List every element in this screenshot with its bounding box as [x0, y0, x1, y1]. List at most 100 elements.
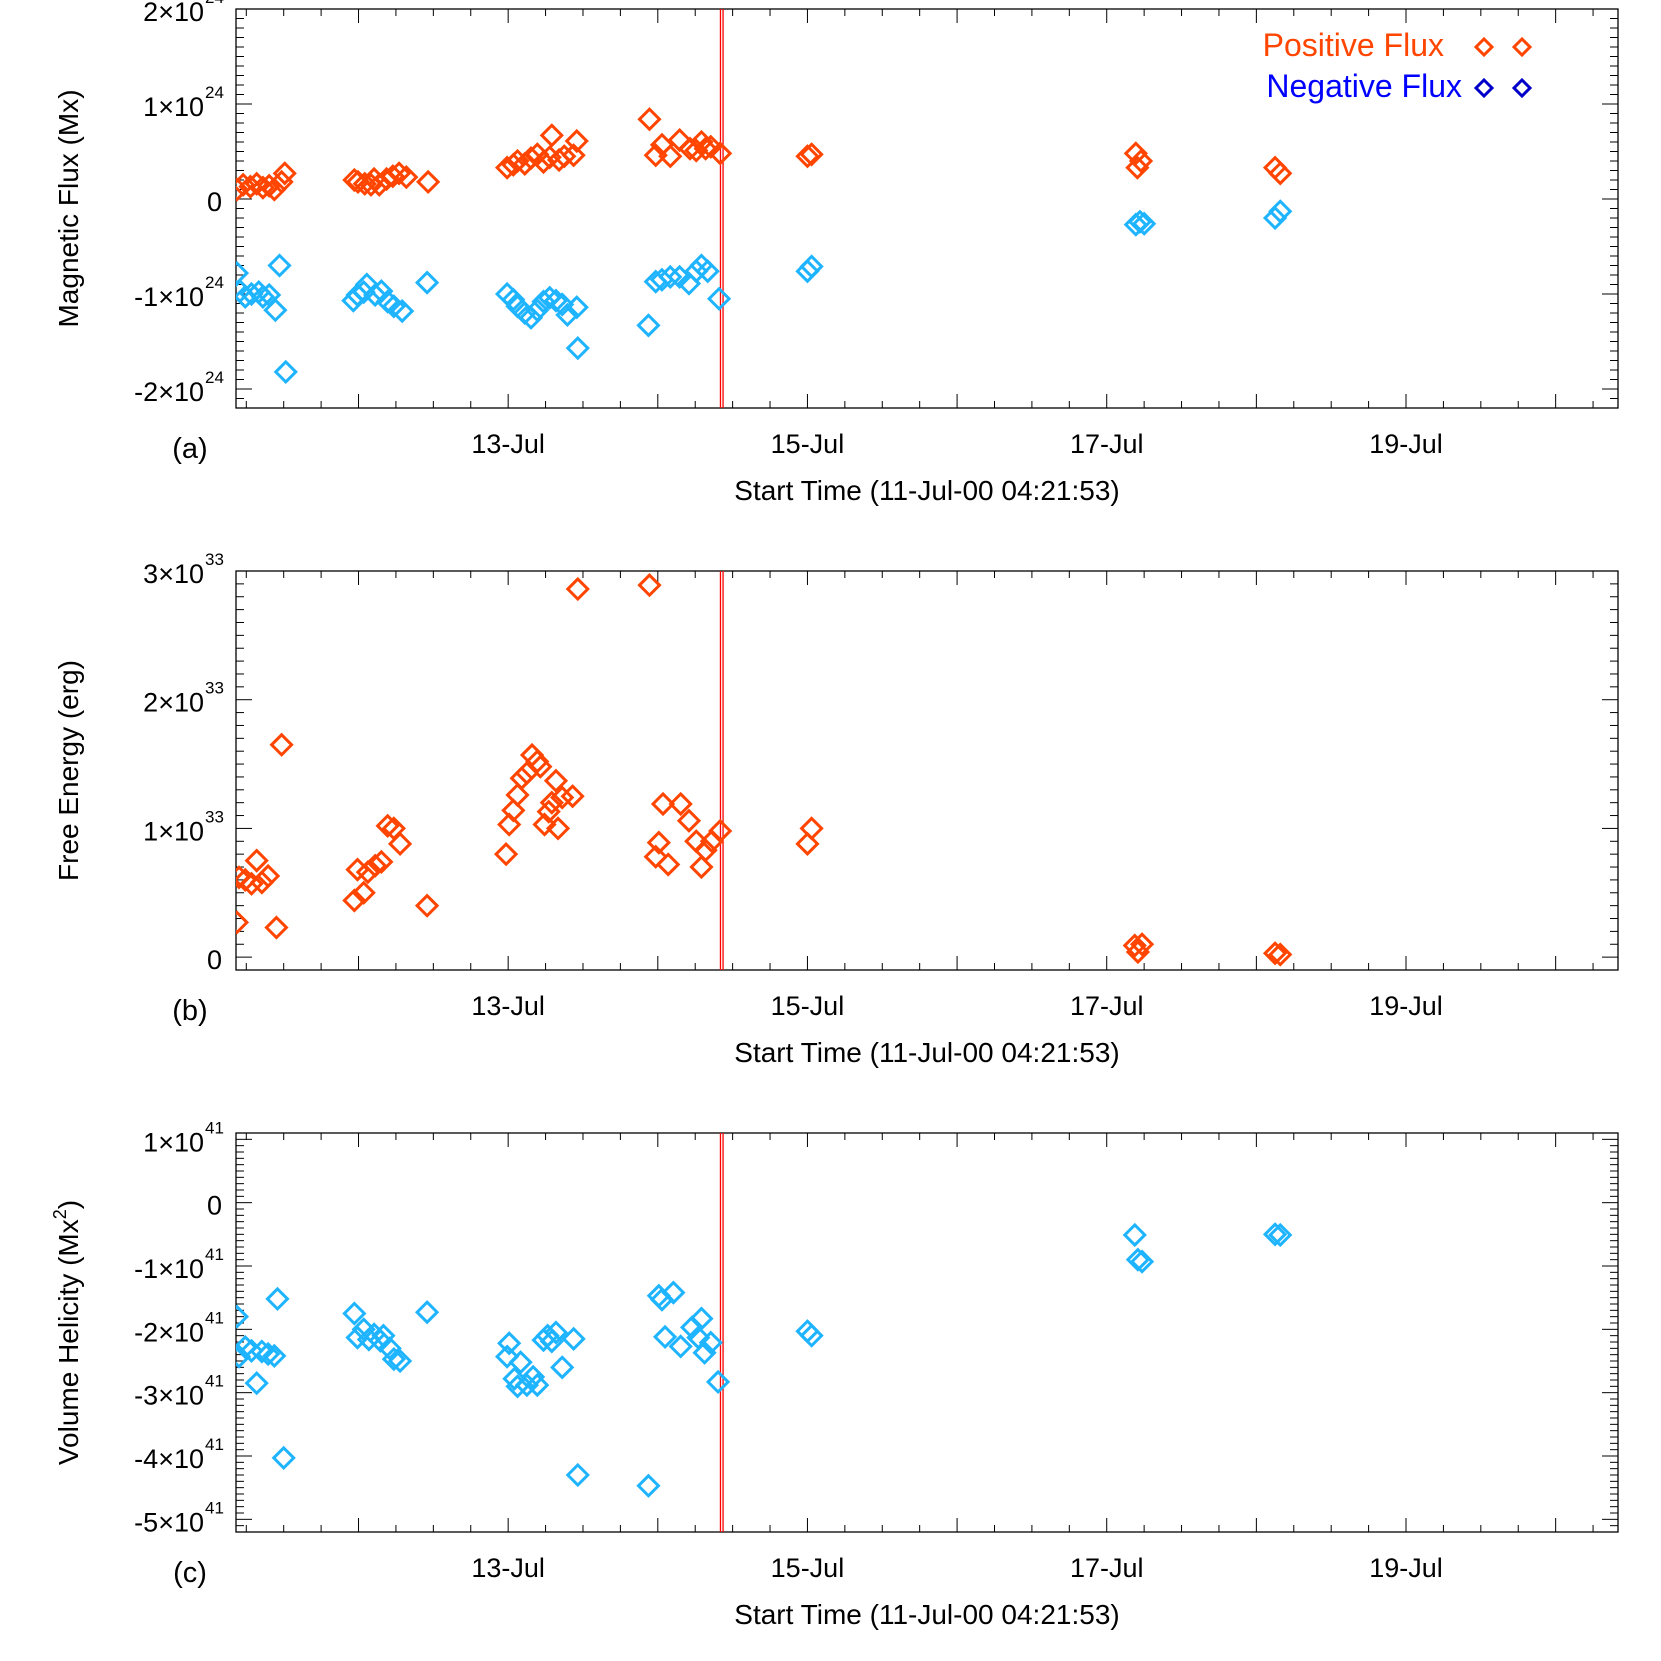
data-point: [351, 880, 376, 905]
x-tick-label: 15-Jul: [771, 429, 845, 459]
y-tick-label: -1×10 24: [134, 273, 224, 312]
y-tick-mantissa: 2×10: [143, 688, 204, 718]
x-tick-label: 19-Jul: [1369, 991, 1443, 1021]
data-point: [1125, 939, 1151, 965]
data-point: [351, 1317, 376, 1342]
data-point: [650, 791, 676, 817]
y-tick-exponent: 24: [205, 368, 224, 387]
plot-frame: [235, 570, 1619, 971]
data-point: [255, 863, 281, 889]
data-point: [249, 1339, 274, 1364]
data-point: [658, 144, 683, 169]
x-tick-label: 17-Jul: [1070, 1553, 1144, 1583]
data-point: [643, 143, 668, 168]
data-point: [656, 852, 681, 877]
data-point: [795, 831, 820, 856]
y-tick-times: ×10: [158, 1381, 204, 1411]
data-point: [543, 1320, 569, 1345]
data-point: [637, 573, 662, 598]
y-axis-label-text: Volume Helicity (Mx: [53, 1219, 84, 1465]
data-point: [236, 867, 258, 893]
x-tick-label: 15-Jul: [771, 1553, 845, 1583]
data-point: [1262, 941, 1288, 966]
y-tick-label: 1×10 41: [143, 1118, 224, 1157]
data-point: [236, 1304, 250, 1329]
data-point: [369, 279, 394, 304]
y-tick-label: 1×10 33: [143, 807, 224, 846]
plot-frame: [235, 1132, 1619, 1533]
data-point: [250, 284, 276, 309]
y-tick-times: ×10: [158, 1444, 204, 1474]
y-tick-base: -2: [134, 1317, 158, 1347]
y-tick-exponent: 33: [205, 807, 224, 826]
y-tick-base: 2: [143, 688, 158, 718]
data-point: [1127, 209, 1153, 234]
data-point: [667, 264, 692, 290]
legend-marker: [1473, 36, 1495, 58]
data-points: [236, 573, 1293, 967]
y-tick-base: -2: [134, 377, 158, 407]
y-tick-exponent: 24: [205, 273, 224, 292]
y-tick-label: 0: [207, 945, 222, 975]
data-point: [565, 1462, 590, 1488]
x-axis-label: Start Time (11-Jul-00 04:21:53): [734, 475, 1119, 506]
data-point: [525, 298, 550, 323]
data-point: [262, 177, 287, 202]
data-point: [795, 259, 820, 284]
x-axis-label: Start Time (11-Jul-00 04:21:53): [734, 1599, 1119, 1630]
data-point: [799, 1323, 824, 1348]
data-point: [564, 295, 589, 320]
y-tick-times: ×10: [158, 559, 204, 589]
x-tick-label: 17-Jul: [1070, 991, 1144, 1021]
data-point: [255, 1341, 281, 1367]
data-point: [689, 1306, 714, 1331]
x-tick-label: 13-Jul: [471, 429, 545, 459]
data-point: [1129, 932, 1155, 957]
data-point: [1123, 141, 1148, 166]
y-tick-base: 1: [143, 816, 158, 846]
data-point: [514, 1372, 539, 1398]
y-tick-exponent: 33: [205, 679, 224, 698]
y-axis-label: Volume Helicity (Mx2): [50, 1200, 84, 1465]
legend-marker: [1511, 77, 1533, 99]
y-tick-label: 0: [207, 1191, 222, 1221]
data-point: [799, 254, 824, 279]
y-tick-mantissa: 3×10: [143, 559, 204, 589]
data-point: [799, 816, 824, 841]
data-point: [1125, 1247, 1151, 1272]
data-point: [267, 253, 292, 278]
y-tick-mantissa: -2×10: [134, 377, 204, 407]
data-point: [564, 128, 589, 154]
y-tick-times: ×10: [158, 282, 204, 312]
data-point: [352, 171, 377, 196]
x-tick-label: 15-Jul: [771, 991, 845, 1021]
data-point: [264, 915, 289, 940]
y-tick-base: -1: [134, 1254, 158, 1284]
data-point: [244, 848, 269, 873]
y-tick-mantissa: -5×10: [134, 1507, 204, 1537]
data-point: [272, 161, 297, 186]
data-point: [636, 1473, 661, 1498]
data-point: [637, 107, 662, 132]
data-point: [561, 143, 586, 168]
y-tick-mantissa: 2×10: [143, 0, 204, 27]
data-point: [501, 798, 526, 823]
y-tick-exponent: 41: [205, 1435, 224, 1454]
y-tick-mantissa: 1×10: [143, 92, 204, 122]
data-point: [520, 1364, 546, 1389]
y-tick-times: ×10: [158, 0, 204, 27]
y-tick-base: 1: [143, 1127, 158, 1157]
data-point: [555, 302, 580, 328]
data-point: [244, 1371, 269, 1396]
data-point: [708, 141, 733, 166]
data-point: [528, 754, 553, 779]
y-tick-times: ×10: [158, 1317, 204, 1347]
y-tick-mantissa: -3×10: [134, 1381, 204, 1411]
data-point: [560, 784, 585, 809]
data-point: [273, 359, 298, 385]
data-point: [693, 838, 718, 863]
legend-label-positive: Positive Flux: [1263, 27, 1444, 63]
data-points: [236, 1222, 1293, 1498]
data-point: [1268, 161, 1293, 186]
